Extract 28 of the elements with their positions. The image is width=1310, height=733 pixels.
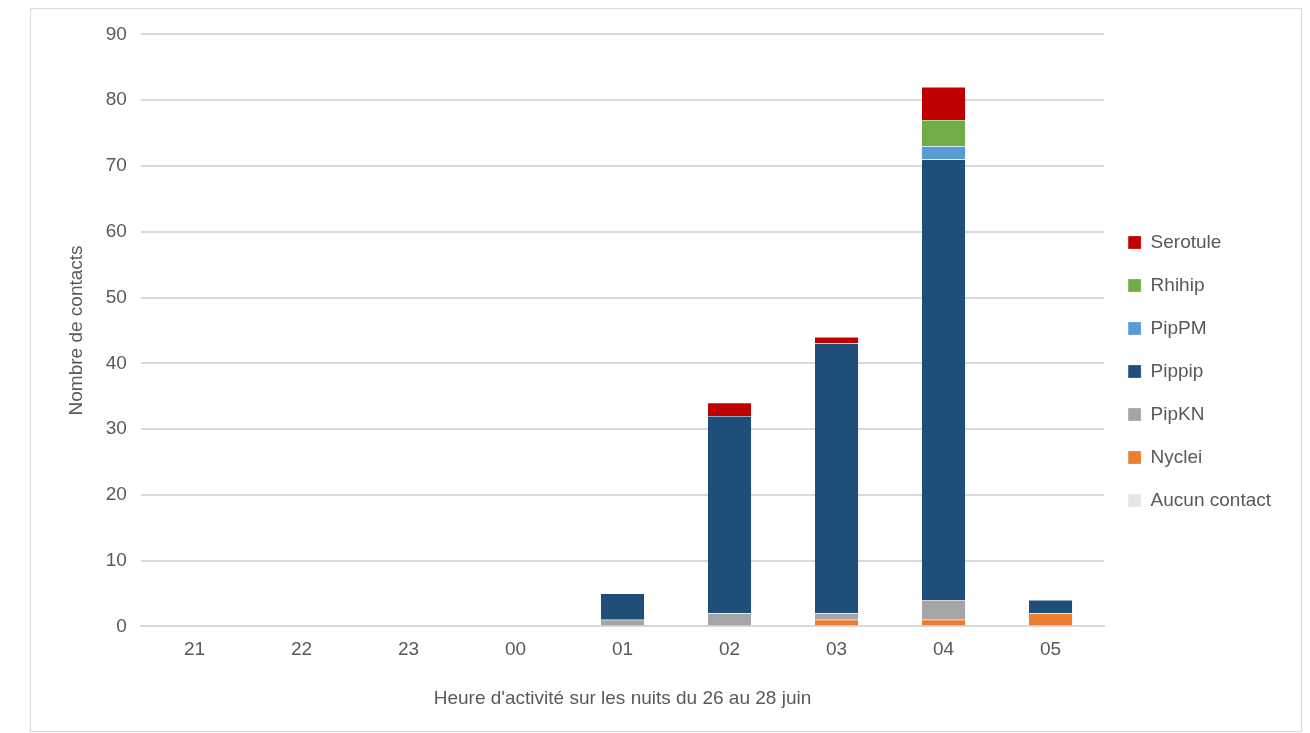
legend-label: Serotule xyxy=(1150,230,1222,252)
legend-label: Nyclei xyxy=(1150,445,1203,467)
y-tick-label: 20 xyxy=(105,483,127,505)
x-tick-label: 21 xyxy=(183,638,206,660)
x-tick-label: 04 xyxy=(932,638,955,660)
y-tick-label: 10 xyxy=(105,548,127,570)
y-tick-label: 60 xyxy=(105,219,127,241)
y-tick-label: 50 xyxy=(105,285,127,307)
x-tick-label: 22 xyxy=(290,638,313,660)
x-axis-title: Heure d'activité sur les nuits du 26 au 28 juin xyxy=(433,686,812,708)
x-tick-label: 00 xyxy=(504,638,527,660)
legend-label: Pippip xyxy=(1150,359,1204,381)
y-tick-label: 0 xyxy=(116,614,127,636)
x-tick-label: 03 xyxy=(825,638,848,660)
legend-label: PipPM xyxy=(1150,316,1207,338)
x-tick-label: 01 xyxy=(611,638,634,660)
legend-label: Aucun contact xyxy=(1150,488,1272,510)
y-tick-label: 80 xyxy=(105,88,127,110)
y-tick-label: 30 xyxy=(105,417,127,439)
y-tick-label: 40 xyxy=(105,351,127,373)
x-tick-label: 02 xyxy=(718,638,741,660)
legend-label: Rhihip xyxy=(1150,273,1205,295)
y-tick-label: 70 xyxy=(105,154,127,176)
x-tick-label: 23 xyxy=(397,638,420,660)
legend-label: PipKN xyxy=(1150,402,1205,424)
y-tick-label: 90 xyxy=(105,22,127,44)
y-axis-title: Nombre de contacts xyxy=(64,245,86,416)
x-tick-label: 05 xyxy=(1040,638,1062,660)
